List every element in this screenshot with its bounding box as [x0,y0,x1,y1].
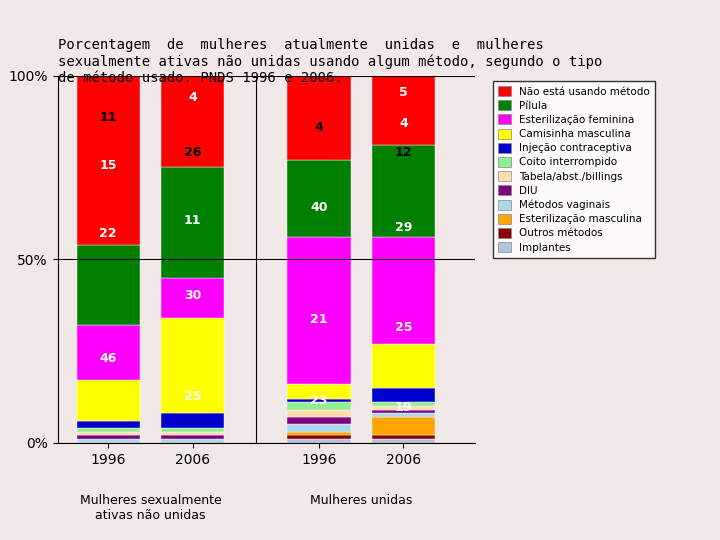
Bar [76,421,140,428]
Bar [287,402,351,410]
Bar [287,399,351,402]
Bar [161,435,224,439]
Bar [287,435,351,439]
Bar [372,439,435,443]
Bar [161,439,224,443]
Bar [372,237,435,343]
Bar [287,417,351,424]
Bar [76,380,140,421]
Text: 40: 40 [310,201,328,214]
Bar [372,145,435,237]
Bar [76,428,140,432]
Bar [372,406,435,410]
Text: 21: 21 [310,313,328,326]
Bar [372,402,435,406]
Text: Porcentagem  de  mulheres  atualmente  unidas  e  mulheres
sexualmente ativas nã: Porcentagem de mulheres atualmente unida… [58,38,602,85]
Bar [372,388,435,402]
Text: 4: 4 [315,120,323,133]
Text: 4: 4 [188,91,197,104]
Text: 46: 46 [99,352,117,365]
Text: 15: 15 [99,159,117,172]
Bar [287,432,351,435]
Text: 11: 11 [99,111,117,124]
Text: 25: 25 [184,390,202,403]
Text: 19: 19 [395,401,412,414]
Bar [372,414,435,417]
Bar [161,167,224,278]
Bar [287,384,351,399]
Bar [161,318,224,414]
Legend: Não está usando método, Pílula, Esterilização feminina, Camisinha masculina, Inj: Não está usando método, Pílula, Esterili… [493,81,655,258]
Bar [161,278,224,318]
Text: 29: 29 [395,221,412,234]
Bar [287,424,351,432]
Bar [372,76,435,145]
Text: 5: 5 [399,86,408,99]
Text: 11: 11 [184,214,202,227]
Bar [287,76,351,160]
Text: 22: 22 [99,227,117,240]
Bar [161,428,224,432]
Bar [76,432,140,435]
Bar [76,76,140,245]
Bar [287,160,351,237]
Bar [287,439,351,443]
Text: Mulheres unidas: Mulheres unidas [310,494,413,507]
Bar [76,435,140,439]
Bar [161,414,224,428]
Text: 26: 26 [184,146,202,159]
Bar [76,325,140,380]
Bar [76,439,140,443]
Text: 23: 23 [310,394,328,407]
Text: 12: 12 [395,146,413,159]
Bar [161,432,224,435]
Bar [372,343,435,388]
Text: 25: 25 [395,321,413,334]
Bar [372,410,435,414]
Bar [287,410,351,417]
Text: 30: 30 [184,289,202,302]
Bar [161,76,224,167]
Bar [76,245,140,325]
Bar [372,435,435,439]
Text: 4: 4 [399,117,408,130]
Bar [287,237,351,384]
Text: Mulheres sexualmente
ativas não unidas: Mulheres sexualmente ativas não unidas [79,494,221,522]
Bar [372,417,435,435]
